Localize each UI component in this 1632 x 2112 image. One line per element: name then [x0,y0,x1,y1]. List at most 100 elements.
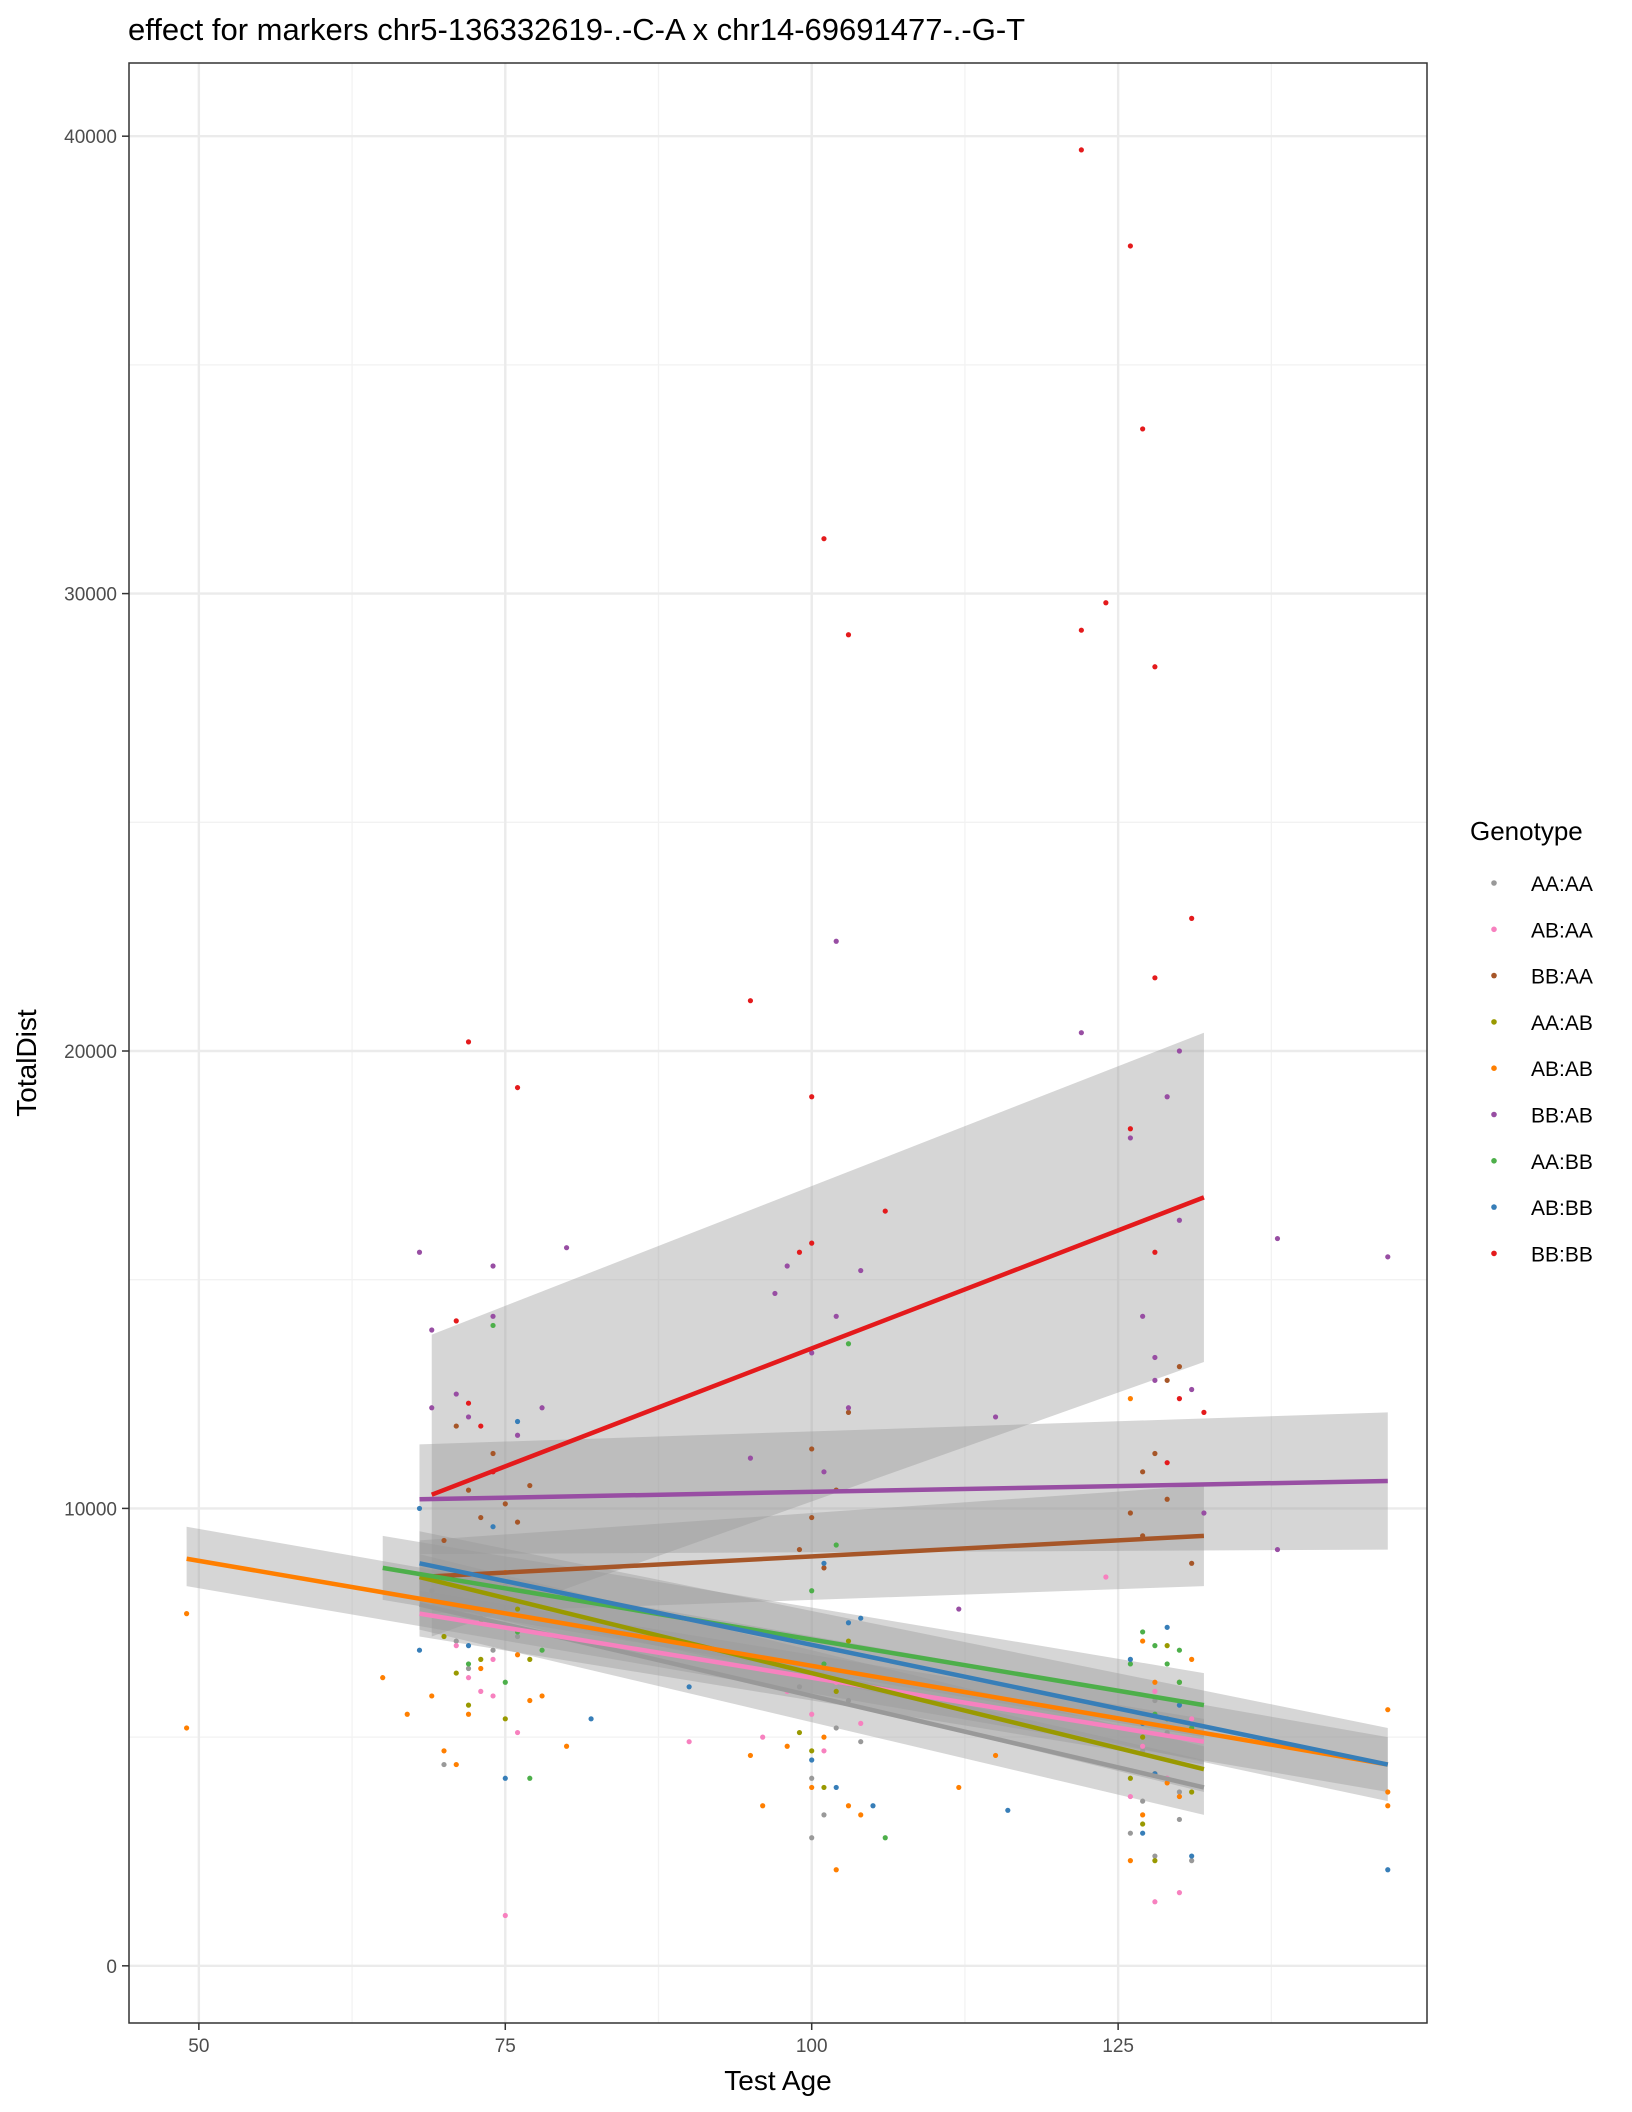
data-point [441,1633,447,1640]
data-point [1176,1789,1183,1795]
data-point [845,1803,852,1809]
data-point [478,1656,484,1662]
fit-line [419,1533,1205,1580]
data-point [1078,627,1084,633]
data-point [809,1588,815,1594]
data-point [833,938,839,944]
data-point [1176,1679,1183,1685]
data-point [784,1263,790,1269]
confidence-band [431,1032,1204,1637]
data-point [809,1757,815,1763]
data-point [514,1606,521,1612]
data-point [858,1615,864,1621]
data-point [1164,1780,1170,1786]
data-point [1140,1821,1146,1827]
data-point [453,1423,459,1429]
data-point [490,1524,496,1530]
data-point [772,1290,778,1297]
data-point [1189,1853,1195,1859]
data-point [1140,1830,1146,1836]
data-point [1140,1469,1146,1475]
x-tick-label: 125 [1102,2036,1134,2057]
legend-title: Genotype [1470,816,1583,846]
data-point [1201,1409,1207,1415]
data-point [784,1743,790,1749]
data-point [1385,1789,1391,1795]
data-point [1078,1030,1084,1036]
data-point [1152,1858,1158,1864]
minor-grid [129,63,1427,2023]
data-point [1152,975,1158,981]
data-point [1152,1450,1158,1457]
data-point [882,1835,888,1841]
data-point [1152,1643,1158,1649]
data-point [465,1665,472,1672]
fit-line [419,1478,1388,1502]
y-tick-label: 40000 [64,127,117,148]
data-point [453,1643,459,1649]
data-point [845,1341,852,1347]
data-point [502,1716,508,1722]
data-point [821,1560,827,1566]
data-point [1140,1629,1146,1635]
data-point [527,1775,533,1781]
x-tick-label: 100 [796,2036,828,2057]
data-point [809,1446,815,1452]
data-point [809,1775,815,1781]
data-point [514,1432,521,1438]
data-point [1189,1858,1195,1864]
data-point [1152,1899,1158,1905]
data-point [490,1313,496,1319]
panel-border [128,62,1428,2024]
data-point [1164,1094,1170,1100]
data-point [588,1716,594,1722]
data-point [1164,1661,1170,1667]
data-point [956,1606,962,1612]
data-point [1176,1396,1183,1402]
data-point [1127,1830,1133,1836]
data-point [1140,1313,1146,1319]
data-point [1385,1803,1391,1809]
data-point [1127,1793,1133,1800]
legend-key [1491,1065,1497,1071]
data-point [747,1455,754,1461]
data-point [833,1313,839,1319]
data-point [1127,1661,1133,1667]
data-point [809,1350,815,1356]
data-point [465,1400,472,1406]
legend-label: AB:BB [1531,1197,1593,1220]
data-point [1176,1702,1183,1708]
legend-label: AA:AA [1531,873,1593,896]
data-point [821,1748,827,1754]
data-point [380,1675,386,1681]
data-point [796,1684,803,1690]
data-point [1152,1377,1158,1383]
data-point [490,1656,496,1662]
data-point [478,1665,484,1672]
data-point [478,1423,484,1429]
data-point [1176,1793,1183,1800]
data-point [465,1675,472,1681]
fit-line [419,1561,1389,1767]
data-point [478,1688,484,1694]
legend-label: BB:AB [1531,1105,1593,1128]
x-axis-title: Test Age [724,2065,831,2096]
data-point [1189,1386,1195,1393]
data-point [1127,1656,1133,1662]
data-point [490,1693,496,1699]
data-point [809,1094,815,1100]
x-tick-label: 50 [188,2036,209,2057]
data-point [1127,1396,1133,1402]
data-point [514,1633,521,1640]
data-point [465,1414,472,1420]
chart-title: effect for markers chr5-136332619-.-C-A … [128,12,1025,47]
data-point [1152,1688,1158,1694]
data-point [809,1784,815,1791]
data-point [1078,147,1084,153]
data-point [1189,1789,1195,1795]
data-point [1103,1574,1109,1580]
y-axis: 0 10000 20000 30000 40000 [64,127,129,1978]
data-point [1176,1890,1183,1896]
data-point [1164,1460,1170,1466]
data-point [858,1267,864,1274]
